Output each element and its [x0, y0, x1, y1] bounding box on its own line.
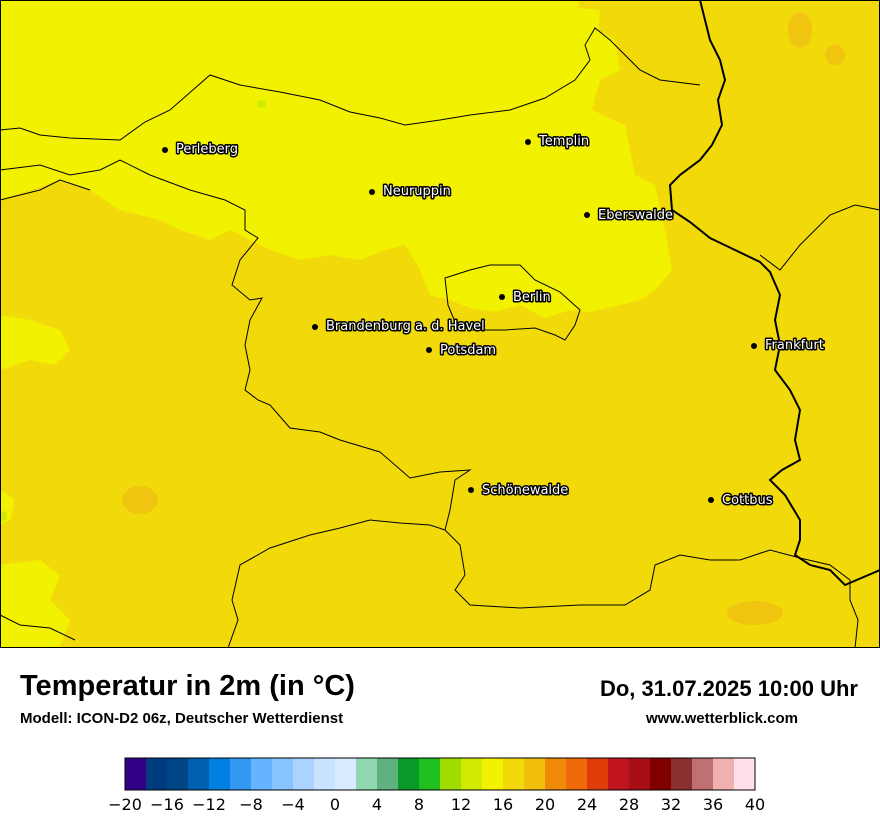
forecast-datetime: Do, 31.07.2025 10:00 Uhr	[599, 676, 858, 701]
cool-spot-1	[257, 100, 267, 108]
city-berlin: Berlin	[499, 289, 552, 307]
legend-swatch	[503, 758, 525, 790]
legend-swatch	[482, 758, 504, 790]
city-label: Perleberg	[176, 142, 238, 157]
city-eberswalde: Eberswalde	[584, 207, 675, 225]
legend-swatch	[461, 758, 483, 790]
legend-swatch	[671, 758, 693, 790]
legend-swatch	[587, 758, 609, 790]
map-title: Temperatur in 2m (in °C)	[20, 670, 355, 702]
city-label: Neuruppin	[383, 184, 451, 199]
city-templin: Templin	[525, 133, 591, 151]
legend-tick-label: 8	[414, 795, 424, 814]
city-marker	[468, 487, 474, 493]
legend-swatch	[398, 758, 420, 790]
city-marker	[162, 147, 168, 153]
legend-tick-label: −4	[281, 795, 305, 814]
legend-swatch	[356, 758, 378, 790]
city-marker	[751, 343, 757, 349]
city-label: Eberswalde	[598, 208, 673, 223]
city-marker	[525, 139, 531, 145]
legend-swatch	[146, 758, 168, 790]
city-label: Potsdam	[440, 343, 496, 358]
legend-tick-label: 0	[330, 795, 340, 814]
national-border	[668, 0, 880, 587]
legend-swatch	[524, 758, 546, 790]
color-legend: −20 −16 −12 −8 −4 0 4 8 12 16 20 24 28 32 36 40	[108, 757, 765, 814]
legend-swatch	[440, 758, 462, 790]
city-marker	[426, 347, 432, 353]
city-marker	[584, 212, 590, 218]
legend-frame	[124, 757, 756, 791]
legend-swatches	[124, 757, 756, 791]
warm-spot-north	[788, 12, 812, 48]
legend-swatch	[314, 758, 336, 790]
legend-tick-label: −12	[192, 795, 226, 814]
city-perleberg: Perleberg	[162, 141, 239, 159]
legend-swatch	[251, 758, 273, 790]
model-subtitle: Modell: ICON-D2 06z, Deutscher Wetterdie…	[20, 710, 344, 727]
warm-spot-southeast	[727, 601, 783, 625]
city-brandenburg: Brandenburg a. d. Havel	[312, 318, 486, 336]
state-borders	[0, 27, 880, 648]
legend-swatch	[713, 758, 735, 790]
city-cottbus: Cottbus	[708, 492, 774, 510]
legend-swatch	[734, 758, 756, 790]
legend-tick-label: 24	[577, 795, 597, 814]
legend-swatch	[419, 758, 441, 790]
legend-swatch	[608, 758, 630, 790]
city-marker	[499, 294, 505, 300]
legend-swatch	[545, 758, 567, 790]
city-marker	[369, 189, 375, 195]
legend-tick-label: 28	[619, 795, 639, 814]
legend-swatch	[566, 758, 588, 790]
warm-spot-south	[122, 486, 158, 514]
city-label: Schönewalde	[482, 483, 568, 498]
legend-tick-label: 36	[703, 795, 723, 814]
city-schoenewalde: Schönewalde	[468, 482, 570, 500]
city-label: Frankfurt	[765, 338, 824, 353]
legend-swatch	[209, 758, 231, 790]
legend-swatch	[293, 758, 315, 790]
legend-swatch	[692, 758, 714, 790]
city-potsdam: Potsdam	[426, 342, 498, 360]
legend-tick-label: 40	[745, 795, 765, 814]
legend-swatch	[650, 758, 672, 790]
city-marker	[312, 324, 318, 330]
city-frankfurt: Frankfurt	[751, 337, 825, 355]
legend-swatch	[335, 758, 357, 790]
legend-swatch	[125, 758, 147, 790]
city-label: Brandenburg a. d. Havel	[326, 319, 485, 334]
temperature-map: Perleberg Templin Neuruppin Eberswalde B…	[0, 0, 880, 648]
city-label: Berlin	[513, 290, 551, 305]
legend-swatch	[629, 758, 651, 790]
legend-swatch	[167, 758, 189, 790]
city-marker	[708, 497, 714, 503]
legend-tick-label: −20	[108, 795, 142, 814]
legend-tick-label: −16	[150, 795, 184, 814]
legend-tick-label: 20	[535, 795, 555, 814]
warm-spot-north-2	[825, 45, 845, 65]
legend-tick-label: 12	[451, 795, 471, 814]
cities: Perleberg Templin Neuruppin Eberswalde B…	[162, 133, 825, 510]
yellow-region	[0, 0, 672, 318]
legend-swatch	[377, 758, 399, 790]
city-neuruppin: Neuruppin	[369, 183, 452, 201]
website-label: www.wetterblick.com	[646, 710, 798, 727]
legend-swatch	[188, 758, 210, 790]
yellow-patch-southwest	[0, 560, 70, 648]
legend-tick-label: −8	[239, 795, 263, 814]
legend-swatch	[272, 758, 294, 790]
legend-tick-label: 16	[493, 795, 513, 814]
legend-swatch	[230, 758, 252, 790]
legend-tick-labels: −20 −16 −12 −8 −4 0 4 8 12 16 20 24 28 32 36 40	[108, 795, 765, 814]
yellow-patch-west	[0, 315, 70, 370]
legend-tick-label: 4	[372, 795, 382, 814]
city-label: Templin	[538, 134, 589, 149]
cool-spot-2	[0, 511, 7, 521]
city-label: Cottbus	[722, 493, 773, 508]
legend-tick-label: 32	[661, 795, 681, 814]
